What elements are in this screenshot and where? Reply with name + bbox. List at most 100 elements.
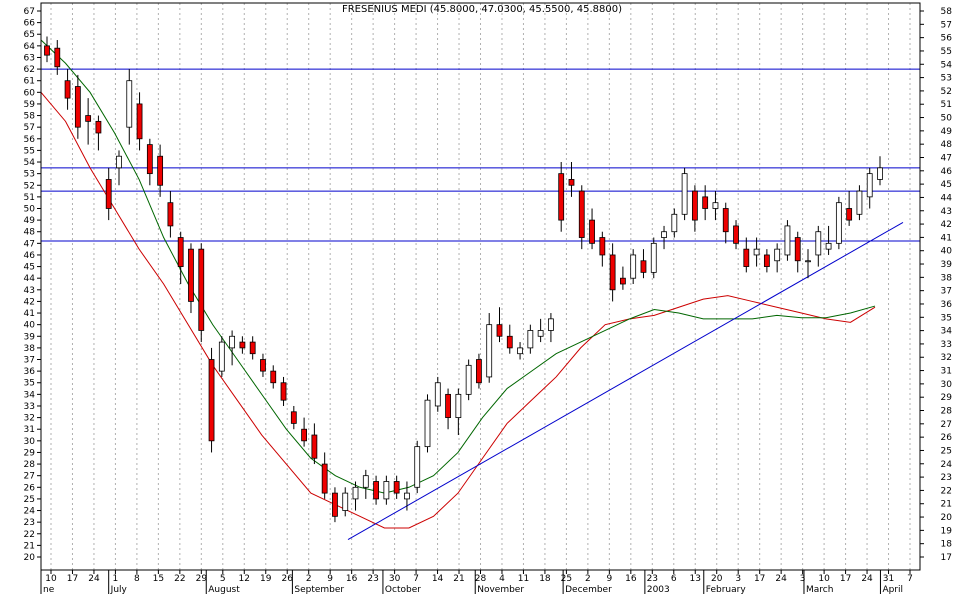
support-trend-line <box>347 221 904 541</box>
candle-body-down <box>476 359 482 384</box>
candle-body-down <box>239 341 246 349</box>
left-tick-label: 36 <box>24 367 36 377</box>
candle <box>743 237 750 273</box>
candle-body-down <box>445 393 451 418</box>
candle <box>620 266 626 290</box>
date-tick-label: 14 <box>432 574 444 584</box>
candle <box>239 336 246 354</box>
right-tick-label: 33 <box>941 340 952 350</box>
candle <box>661 225 667 250</box>
candle-body-up <box>116 155 122 169</box>
left-tick-label: 64 <box>24 42 36 52</box>
candle <box>434 376 441 412</box>
candle <box>640 249 647 279</box>
left-tick-label: 41 <box>24 309 35 319</box>
candle-body-down <box>568 179 575 186</box>
candle-body-down <box>311 434 318 459</box>
candle <box>877 156 883 186</box>
right-tick-label: 26 <box>941 433 953 443</box>
candle <box>445 388 451 430</box>
candle-body-down <box>74 86 81 128</box>
left-tick-label: 49 <box>24 216 36 226</box>
candle <box>352 481 359 511</box>
right-tick-label: 41 <box>941 233 952 243</box>
date-tick-label: 23 <box>647 574 658 584</box>
candle <box>537 318 544 343</box>
candle-body-up <box>517 347 523 355</box>
candle <box>476 353 482 389</box>
candle <box>548 313 554 343</box>
candle <box>805 249 811 279</box>
right-tick-label: 17 <box>941 553 952 563</box>
candle <box>393 475 400 499</box>
left-tick-label: 55 <box>24 146 35 156</box>
left-tick-label: 63 <box>24 53 35 63</box>
candle-body-up <box>424 399 431 448</box>
candle-body-down <box>177 237 184 267</box>
date-tick-label: 30 <box>389 574 401 584</box>
candle <box>126 69 133 145</box>
left-price-axis: 2021222324252627282930313233343536373839… <box>24 7 41 563</box>
date-tick-label: 13 <box>690 574 701 584</box>
candle <box>301 417 307 447</box>
candle-body-up <box>455 393 462 418</box>
candle-body-up <box>815 231 822 256</box>
right-tick-label: 22 <box>941 486 952 496</box>
candle-body-up <box>774 248 781 262</box>
candle-body-down <box>54 47 61 68</box>
date-tick-label: 10 <box>818 574 830 584</box>
candle-body-down <box>260 359 266 372</box>
candle <box>794 231 801 273</box>
candle-body-up <box>784 225 791 256</box>
candle-body-down <box>496 324 503 337</box>
left-tick-label: 35 <box>24 379 35 389</box>
right-tick-label: 38 <box>941 273 953 283</box>
left-tick-label: 50 <box>24 204 36 214</box>
candle-body-down <box>733 225 739 244</box>
candle <box>722 202 729 244</box>
date-tick-label: 31 <box>883 574 894 584</box>
candle <box>815 225 822 267</box>
candle-body-down <box>301 428 307 442</box>
left-tick-label: 66 <box>24 19 36 29</box>
candle-body-up <box>630 254 637 279</box>
candle <box>835 196 842 250</box>
date-tick-label: 21 <box>453 574 464 584</box>
candle <box>763 249 770 273</box>
right-tick-label: 58 <box>941 7 953 17</box>
candle <box>95 115 102 151</box>
candle <box>578 185 585 250</box>
right-tick-label: 18 <box>941 540 953 550</box>
right-tick-label: 46 <box>941 167 953 177</box>
candle <box>146 138 153 186</box>
left-tick-label: 67 <box>24 7 35 17</box>
candle-body-down <box>290 411 297 424</box>
left-tick-label: 26 <box>24 483 36 493</box>
left-tick-label: 30 <box>24 437 36 447</box>
candle-body-down <box>95 120 102 134</box>
left-tick-label: 31 <box>24 425 35 435</box>
date-tick-label: 29 <box>196 574 208 584</box>
candle-body-down <box>249 341 256 355</box>
candle-body-up <box>537 330 544 337</box>
candle <box>856 185 863 221</box>
candle-body-up <box>661 231 667 238</box>
candle-body-up <box>856 190 863 215</box>
left-tick-label: 24 <box>24 507 36 517</box>
candle-body-down <box>208 359 215 442</box>
right-tick-label: 43 <box>941 207 952 217</box>
candle <box>527 324 534 354</box>
right-tick-label: 56 <box>941 34 953 44</box>
candle <box>671 208 678 238</box>
candle <box>321 452 328 499</box>
date-tick-label: 18 <box>539 574 551 584</box>
candle <box>270 365 277 389</box>
left-tick-label: 29 <box>24 448 36 458</box>
date-tick-label: 17 <box>840 574 851 584</box>
candle-body-down <box>280 382 287 401</box>
left-tick-label: 65 <box>24 30 35 40</box>
left-tick-label: 47 <box>24 239 35 249</box>
left-tick-label: 39 <box>24 332 36 342</box>
date-tick-label: 24 <box>775 574 787 584</box>
right-tick-label: 40 <box>941 247 953 257</box>
